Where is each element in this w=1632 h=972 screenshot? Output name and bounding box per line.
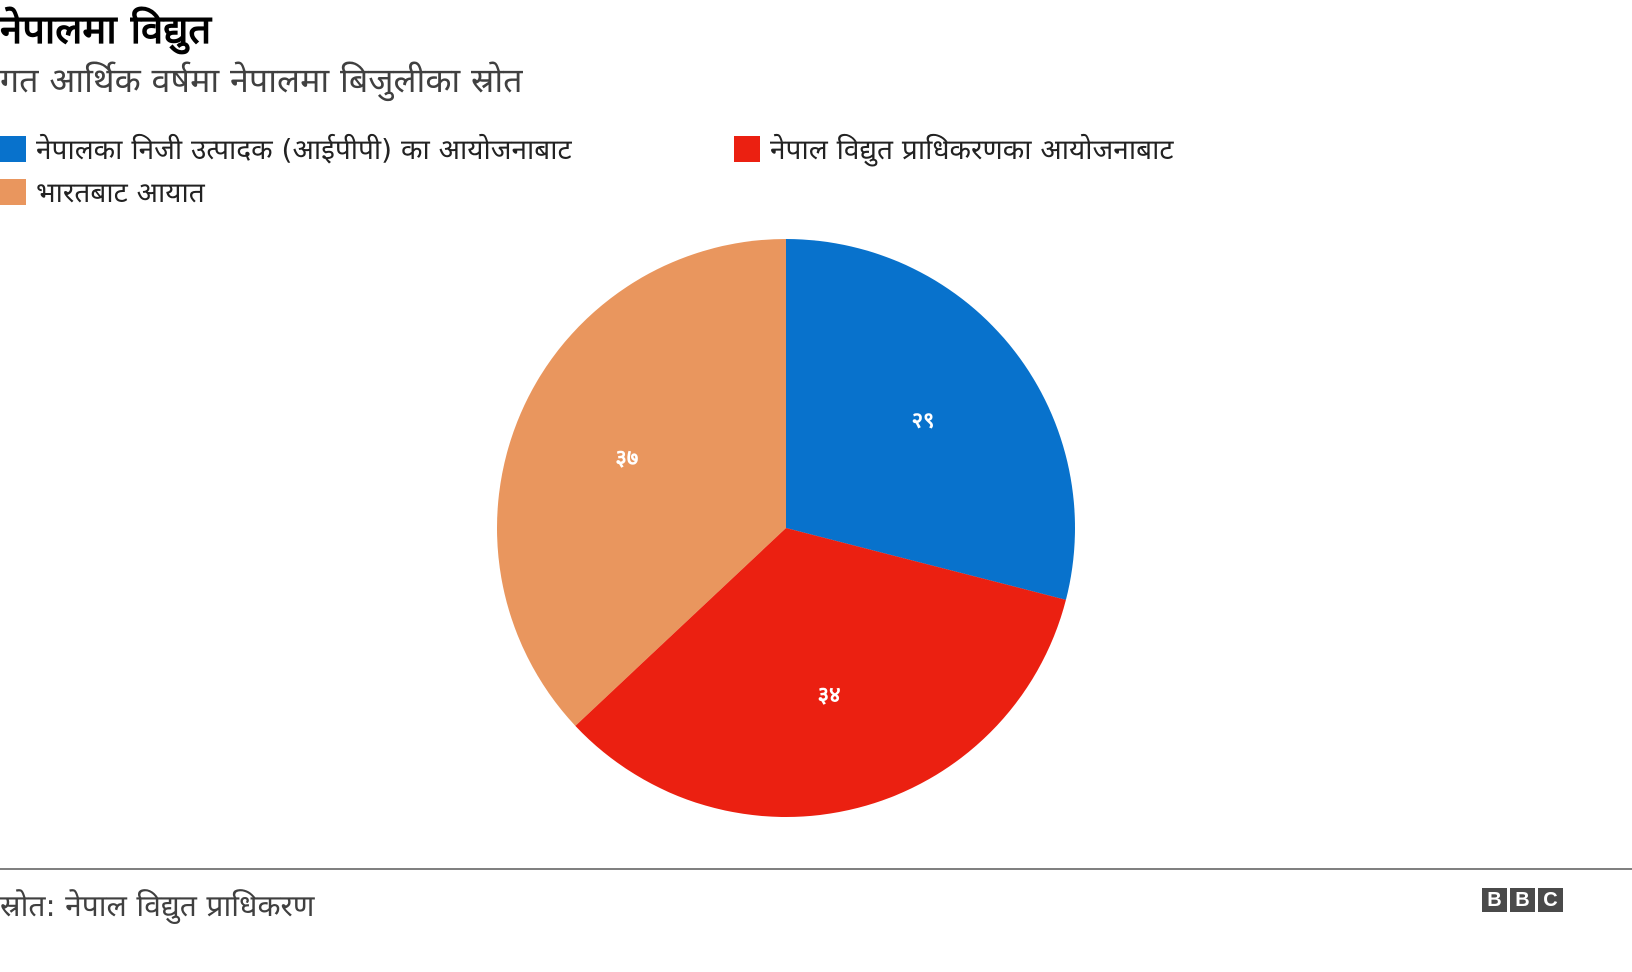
- pie-slice-nea: [575, 528, 1066, 818]
- legend-swatch-red: [734, 136, 760, 162]
- legend-item-india-import: भारतबाट आयात: [0, 173, 205, 211]
- source-note: स्रोत: नेपाल विद्युत प्राधिकरण: [0, 889, 315, 924]
- legend-swatch-blue: [0, 136, 26, 162]
- logo-letter: B: [1482, 888, 1507, 912]
- slice-value-label: ३७: [615, 446, 638, 471]
- footer-divider: [0, 868, 1632, 870]
- legend-item-ipp: नेपालका निजी उत्पादक (आईपीपी) का आयोजनाब…: [0, 130, 572, 168]
- chart-subtitle: गत आर्थिक वर्षमा नेपालमा बिजुलीका स्रोत: [0, 61, 523, 101]
- bbc-logo: B B C: [1482, 888, 1563, 912]
- pie-slice-ipp: [786, 239, 1075, 600]
- legend-label: नेपाल विद्युत प्राधिकरणका आयोजनाबाट: [770, 133, 1174, 166]
- legend-swatch-orange: [0, 179, 26, 205]
- logo-letter: B: [1510, 888, 1535, 912]
- pie-slice-india-import: [497, 239, 786, 726]
- legend-item-nea: नेपाल विद्युत प्राधिकरणका आयोजनाबाट: [734, 130, 1173, 168]
- pie-slices: [497, 239, 1075, 818]
- slice-value-label: २९: [912, 409, 935, 434]
- chart-title: नेपालमा विद्युत: [0, 7, 212, 53]
- logo-letter: C: [1538, 888, 1563, 912]
- legend-label: नेपालका निजी उत्पादक (आईपीपी) का आयोजनाब…: [36, 133, 572, 166]
- pie-labels: २९ ३४ ३७: [615, 409, 934, 708]
- legend-label: भारतबाट आयात: [36, 176, 205, 209]
- slice-value-label: ३४: [818, 683, 841, 708]
